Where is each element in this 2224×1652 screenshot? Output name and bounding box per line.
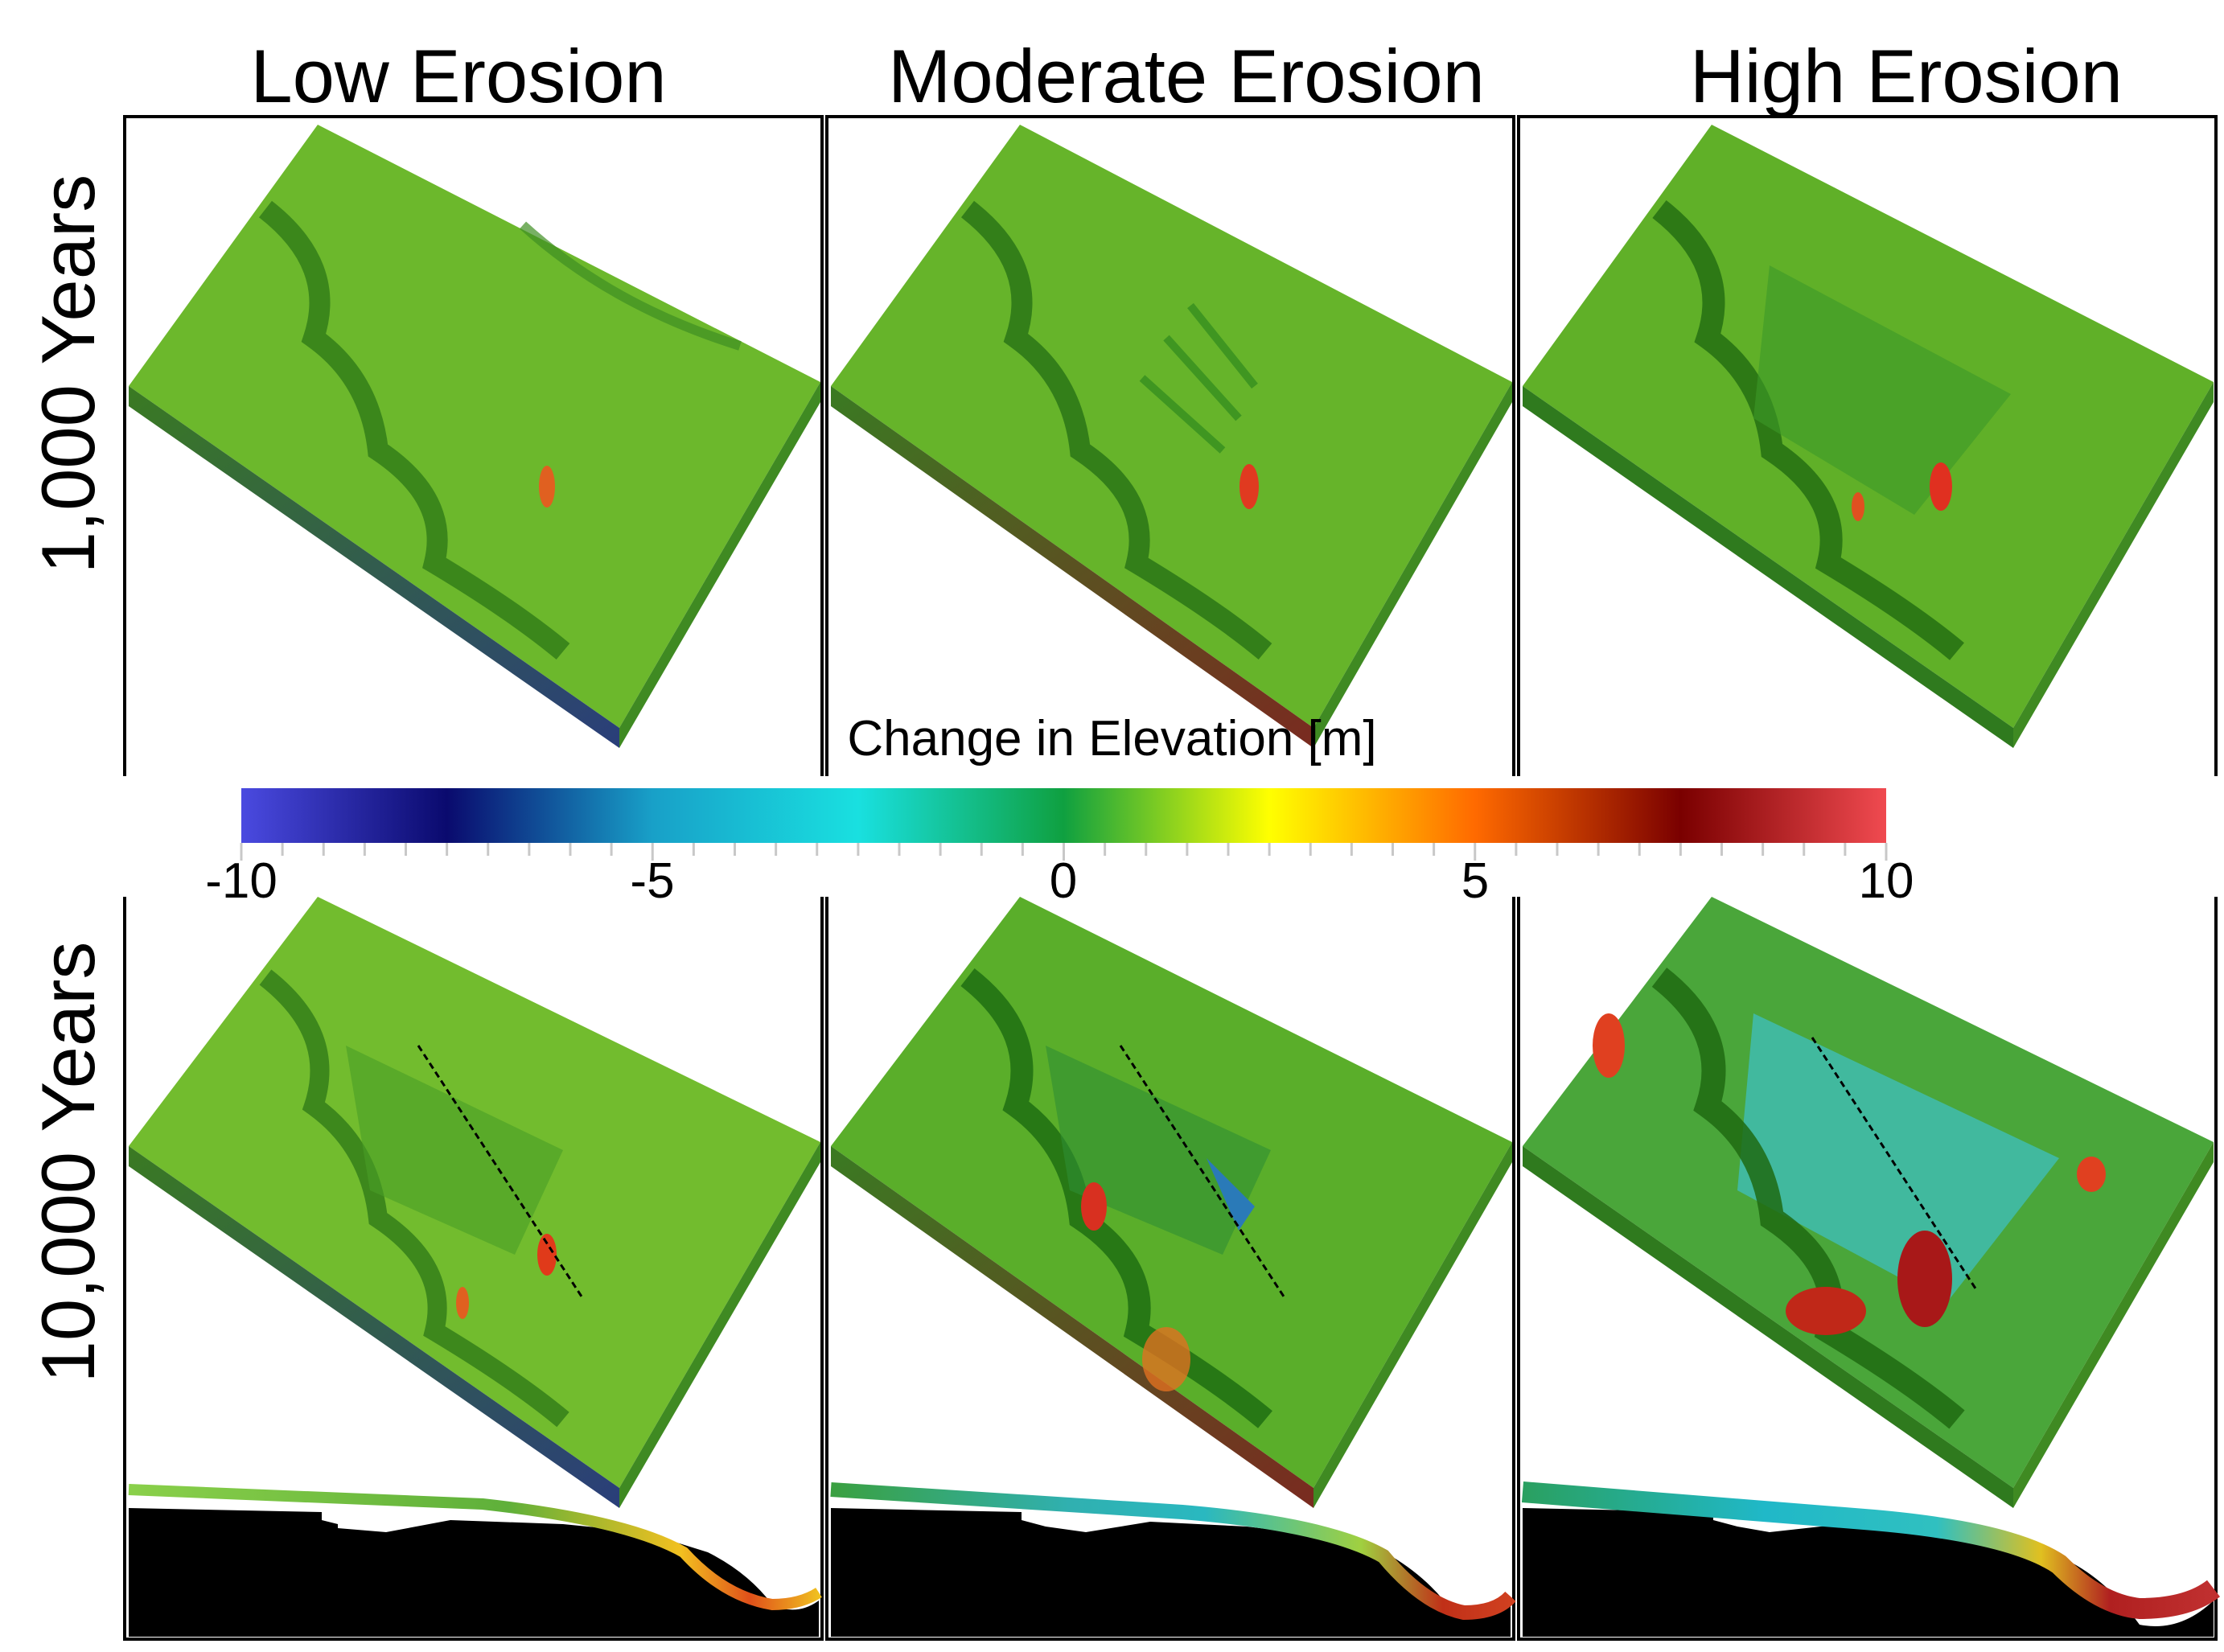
frame-low-top	[123, 115, 824, 776]
colorbar-tick-label-5: 5	[1461, 853, 1490, 909]
colorbar	[241, 788, 1886, 843]
terrain-moderate-10000	[831, 897, 1512, 1508]
colorbar-tick-label-neg10: -10	[205, 853, 277, 909]
profile-low	[128, 1484, 822, 1637]
column-title-high-erosion: High Erosion	[1689, 34, 2123, 118]
column-title-moderate-erosion: Moderate Erosion	[888, 34, 1485, 118]
panel-frames	[123, 115, 2218, 1641]
frame-low-bottom	[123, 897, 824, 1641]
colorbar-title: Change in Elevation [m]	[847, 711, 1377, 766]
terrain-moderate-1000	[831, 125, 1512, 748]
frame-mod-bottom	[825, 897, 1515, 1641]
terrain-high-10000	[1523, 897, 2214, 1508]
frame-high-bottom	[1517, 897, 2218, 1641]
column-title-low-erosion: Low Erosion	[250, 34, 667, 118]
frame-high-top	[1517, 115, 2218, 776]
terrain-low-1000	[129, 125, 820, 748]
colorbar-ticks	[240, 843, 1888, 861]
colorbar-tick-label-0: 0	[1049, 853, 1078, 909]
profile-line-high	[1811, 1037, 1979, 1292]
terrain-high-1000	[1523, 125, 2214, 748]
profile-line-moderate	[1119, 1045, 1287, 1300]
colorbar-tick-label-10: 10	[1858, 853, 1914, 909]
terrain-low-10000	[129, 897, 820, 1508]
colorbar-tick-label-neg5: -5	[630, 853, 675, 909]
profile-high	[1521, 1481, 2220, 1637]
frame-mod-top	[825, 115, 1515, 776]
profile-moderate	[830, 1482, 1516, 1637]
profile-line-low	[417, 1045, 585, 1300]
